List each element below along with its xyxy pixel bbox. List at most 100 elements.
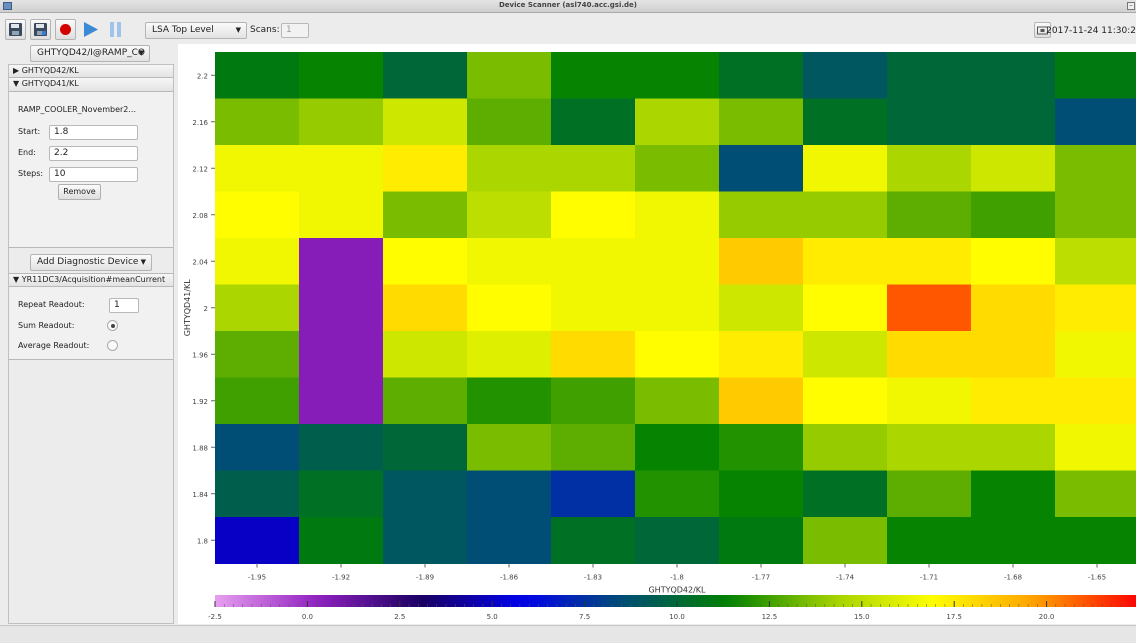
x-tick-label: -1.86 xyxy=(500,574,519,582)
heatmap-cell xyxy=(719,145,804,192)
device-selector[interactable]: GHTYQD42/I@RAMP_CO ▼ xyxy=(30,45,150,62)
heatmap-chart[interactable]: 2.2 2.16 2.12 2.08 2.04 2 1.96 1.92 1.88 1.84 1.8 -… xyxy=(178,44,1136,624)
sum-readout-radio[interactable] xyxy=(107,320,118,331)
heatmap-cell xyxy=(467,470,552,518)
heatmap-cell xyxy=(215,284,300,332)
heatmap-cell xyxy=(299,424,384,471)
steps-field[interactable]: 10 xyxy=(49,167,138,182)
heatmap-cell xyxy=(635,284,720,332)
panel-header-ghtyqd41[interactable]: ▼ GHTYQD41/KL xyxy=(8,78,174,92)
repeat-readout-label: Repeat Readout: xyxy=(18,300,85,309)
pause-button[interactable] xyxy=(105,19,126,40)
heatmap-cell xyxy=(215,517,300,564)
window-menu-icon[interactable] xyxy=(3,2,12,10)
heatmap-cell xyxy=(719,331,804,378)
heatmap-cell xyxy=(551,517,636,564)
save-as-icon xyxy=(34,23,47,36)
heatmap-cell xyxy=(1055,517,1136,564)
heatmap-cell xyxy=(635,424,720,471)
start-field[interactable]: 1.8 xyxy=(49,125,138,140)
heatmap-cell xyxy=(299,517,384,564)
heatmap-cell xyxy=(803,424,888,471)
heatmap-cell xyxy=(215,52,300,99)
play-icon xyxy=(84,22,98,37)
minimize-icon[interactable]: – xyxy=(1127,2,1135,10)
heatmap-cell xyxy=(887,52,972,99)
save-icon xyxy=(9,23,22,36)
x-tick-label: -1.68 xyxy=(1004,574,1022,582)
panel-body-yr11dc3: Repeat Readout: 1 Sum Readout: Average R… xyxy=(8,287,174,360)
panel-header-yr11dc3[interactable]: ▼ YR11DC3/Acquisition#meanCurrent xyxy=(8,273,174,287)
heatmap-cell xyxy=(635,377,720,425)
repeat-readout-field[interactable]: 1 xyxy=(109,298,139,313)
add-diagnostic-device-button[interactable]: Add Diagnostic Device ▼ xyxy=(30,254,152,271)
colorbar-tick-label: 17.5 xyxy=(946,613,962,621)
heatmap-cell xyxy=(299,331,384,378)
heatmap-cell xyxy=(971,98,1056,146)
heatmap-cell xyxy=(299,145,384,192)
heatmap-cell xyxy=(887,191,972,239)
colorbar-tick-label: 20.0 xyxy=(1039,613,1055,621)
heatmap-cell xyxy=(719,191,804,239)
heatmap-cell xyxy=(971,145,1056,192)
scans-field[interactable]: 1 xyxy=(281,23,309,38)
heatmap-cell xyxy=(215,424,300,471)
heatmap-cell xyxy=(551,331,636,378)
chevron-down-icon: ▼ xyxy=(138,49,144,57)
heatmap-cell xyxy=(719,98,804,146)
heatmap-cell xyxy=(1055,191,1136,239)
average-readout-radio[interactable] xyxy=(107,340,118,351)
panel-title: GHTYQD41/KL xyxy=(21,79,79,88)
heatmap-cell xyxy=(887,517,972,564)
y-tick-label: 1.8 xyxy=(197,537,208,545)
save-as-button[interactable] xyxy=(30,19,51,40)
context-selector[interactable]: LSA Top Level ▼ xyxy=(145,22,247,39)
colorbar-tick-label: 5.0 xyxy=(487,613,498,621)
heatmap-cell xyxy=(467,424,552,471)
save-button[interactable] xyxy=(5,19,26,40)
heatmap-cell xyxy=(887,238,972,285)
heatmap-cell xyxy=(551,238,636,285)
panel-header-ghtyqd42[interactable]: ▶ GHTYQD42/KL xyxy=(8,64,174,78)
play-button[interactable] xyxy=(80,19,101,40)
heatmap-cell xyxy=(1055,424,1136,471)
heatmap-cell xyxy=(635,238,720,285)
heatmap-cell xyxy=(383,470,468,518)
end-field[interactable]: 2.2 xyxy=(49,146,138,161)
heatmap-cell xyxy=(887,377,972,425)
scans-label: Scans: xyxy=(250,25,280,35)
x-tick-label: -1.92 xyxy=(332,574,350,582)
sum-readout-label: Sum Readout: xyxy=(18,321,75,330)
heatmap-cell xyxy=(887,145,972,192)
y-tick-label: 2.2 xyxy=(197,72,208,80)
heatmap-cell xyxy=(971,424,1056,471)
heatmap-cell xyxy=(635,331,720,378)
pause-icon xyxy=(110,22,121,37)
heatmap-cell xyxy=(1055,284,1136,332)
remove-button[interactable]: Remove xyxy=(58,184,101,200)
heatmap-cell xyxy=(383,424,468,471)
heatmap-cell xyxy=(467,377,552,425)
heatmap-cell xyxy=(1055,52,1136,99)
heatmap-cell xyxy=(299,377,384,425)
y-tick-label: 2 xyxy=(204,305,208,313)
heatmap-cell xyxy=(299,52,384,99)
screenshot-button[interactable] xyxy=(1034,22,1051,38)
record-button[interactable] xyxy=(55,19,76,40)
heatmap-cell xyxy=(803,377,888,425)
heatmap-cell xyxy=(551,424,636,471)
chevron-down-icon: ▼ xyxy=(13,79,20,88)
heatmap-cell xyxy=(383,98,468,146)
heatmap-cell xyxy=(971,191,1056,239)
heatmap-cell xyxy=(551,191,636,239)
heatmap-cell xyxy=(467,517,552,564)
heatmap-cell xyxy=(803,98,888,146)
colorbar-tick-label: 2.5 xyxy=(394,613,405,621)
heatmap-cell xyxy=(971,331,1056,378)
heatmap-cell xyxy=(635,191,720,239)
y-axis-label: GHTYQD41/KL xyxy=(183,279,192,337)
x-tick-label: -1.8 xyxy=(670,574,684,582)
y-tick-label: 2.12 xyxy=(192,165,208,173)
heatmap-cell xyxy=(1055,470,1136,518)
